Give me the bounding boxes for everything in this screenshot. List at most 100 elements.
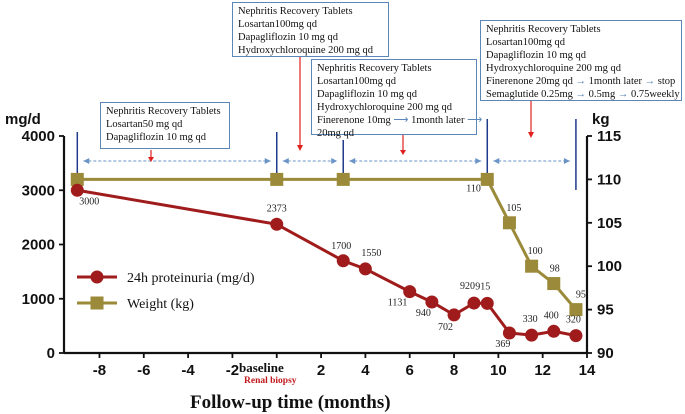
box3-line3: Hydroxychloroquine 200 mg qd <box>317 102 453 113</box>
box4-line5: Semaglutide 0.25mg → 0.5mg → 0.75weekly <box>486 88 680 101</box>
timeline-arrowhead-right <box>475 158 482 164</box>
weight-marker <box>336 172 350 186</box>
timeline-arrowhead-right <box>563 158 570 164</box>
legend-proteinuria-label: 24h proteinuria (mg/d) <box>127 271 255 286</box>
x-tick-label: -2 <box>226 362 239 379</box>
y-left-tick-label: 3000 <box>22 182 55 199</box>
x-tick-label: 8 <box>450 362 458 379</box>
y-right-tick-label: 95 <box>597 302 614 319</box>
treatment-box-pre-baseline: Nephritis Recovery Tablets Losartan50 mg… <box>100 102 230 149</box>
weight-marker <box>270 172 284 186</box>
proteinuria-marker <box>480 296 494 310</box>
proteinuria-data-label: 320 <box>566 315 581 326</box>
box4-line4: Finerenone 20mg qd → 1month later → stop <box>486 75 676 88</box>
proteinuria-marker <box>70 183 84 197</box>
weight-data-label: 98 <box>550 264 560 275</box>
right-arrow-icon: → <box>644 76 656 87</box>
box4-line4b: 1month later <box>588 76 643 87</box>
proteinuria-marker <box>467 296 481 310</box>
timeline-arrowhead-right <box>331 158 338 164</box>
proteinuria-marker <box>547 324 561 338</box>
y-left-tick-label: 1000 <box>22 291 55 308</box>
box2-line3: Hydroxychloroquine 200 mg qd <box>238 45 374 56</box>
box4-line3: Hydroxychloroquine 200 mg qd <box>486 63 622 74</box>
proteinuria-data-label: 1550 <box>361 248 381 259</box>
timeline-arrowhead-left <box>349 158 356 164</box>
box4-line5b: 0.5mg <box>588 89 616 100</box>
right-arrow-icon: ⟶ <box>467 115 483 126</box>
box3-line2: Dapagliflozin 10 mg qd <box>317 89 418 100</box>
legend-weight-label: Weight (kg) <box>127 297 194 312</box>
treatment-box-month3: Nephritis Recovery Tablets Losartan100mg… <box>311 59 482 139</box>
right-arrow-icon: ⟶ <box>393 115 409 126</box>
legend-proteinuria-marker <box>90 270 104 284</box>
proteinuria-marker <box>403 285 417 299</box>
box4-line1: Losartan100mg qd <box>486 37 566 48</box>
legend-weight-marker <box>90 296 104 310</box>
y-left-tick-label: 4000 <box>22 128 55 145</box>
proteinuria-marker <box>358 262 372 276</box>
x-tick-label: 4 <box>361 362 370 379</box>
box2-title: Nephritis Recovery Tablets <box>238 6 353 17</box>
weight-data-label: 110 <box>466 183 481 194</box>
box4-line2: Dapagliflozin 10 mg qd <box>486 50 587 61</box>
proteinuria-marker <box>447 308 461 322</box>
timeline-arrowhead-right <box>264 158 271 164</box>
weight-data-label: 105 <box>506 203 521 214</box>
weight-data-label: 95 <box>576 290 586 301</box>
proteinuria-data-label: 400 <box>544 310 559 321</box>
box2-line1: Losartan100mg qd <box>238 19 318 30</box>
arrow-b4-head <box>528 132 534 138</box>
x-tick-label: 10 <box>490 362 507 379</box>
proteinuria-data-label: 2373 <box>267 203 287 214</box>
proteinuria-data-label: 915 <box>475 281 490 292</box>
box3-line4a: Finerenone 10mg <box>317 115 391 126</box>
y-right-tick-label: 110 <box>597 171 621 188</box>
box4-line4c: stop <box>657 76 676 87</box>
arrow-b2-head <box>297 145 303 151</box>
right-axis-unit: kg <box>592 111 610 128</box>
y-left-tick-label: 0 <box>47 345 55 362</box>
left-axis-unit: mg/d <box>5 111 41 128</box>
box3-line1: Losartan100mg qd <box>317 76 397 87</box>
proteinuria-marker <box>336 254 350 268</box>
y-right-tick-label: 100 <box>597 258 622 275</box>
proteinuria-data-label: 3000 <box>79 196 99 207</box>
weight-marker <box>502 216 516 230</box>
legend: 24h proteinuria (mg/d) Weight (kg) <box>77 270 255 312</box>
proteinuria-data-label: 330 <box>523 314 538 325</box>
annotation-arrows <box>148 56 534 162</box>
x-tick-label: 6 <box>406 362 414 379</box>
x-tick-label: 12 <box>534 362 551 379</box>
weight-marker <box>569 303 583 317</box>
proteinuria-marker <box>569 329 583 343</box>
arrow-b1-head <box>148 157 154 162</box>
renal-biopsy-note: Renal biopsy <box>244 376 297 386</box>
timeline-arrowhead-left <box>282 158 289 164</box>
proteinuria-data-label: 1131 <box>388 298 408 309</box>
y-right-tick-label: 90 <box>597 345 614 362</box>
x-tick-label: 2 <box>317 362 325 379</box>
weight-marker <box>525 259 539 273</box>
proteinuria-marker <box>502 326 516 340</box>
treatment-box-month10: Nephritis Recovery Tablets Losartan100mg… <box>480 20 682 101</box>
y-right-tick-label: 105 <box>597 215 622 232</box>
proteinuria-data-label: 369 <box>495 339 510 350</box>
right-arrow-icon: → <box>575 89 587 100</box>
weight-line <box>77 177 578 311</box>
proteinuria-data-label: 702 <box>438 322 453 333</box>
box1-line1: Losartan50 mg qd <box>106 119 183 130</box>
box3-title: Nephritis Recovery Tablets <box>317 63 432 74</box>
box4-line5c: 0.75weekly <box>630 89 680 100</box>
weight-marker <box>480 172 494 186</box>
proteinuria-data-label: 920 <box>460 281 475 292</box>
proteinuria-line <box>77 188 577 338</box>
weight-marker <box>547 277 561 291</box>
arrow-b3-head <box>400 150 406 155</box>
x-axis-title: Follow-up time (months) <box>190 392 391 413</box>
box3-line4b: 1month later <box>411 115 465 126</box>
x-tick-label: -4 <box>181 362 195 379</box>
y-left-tick-label: 2000 <box>22 237 55 254</box>
x-tick-label: -6 <box>137 362 150 379</box>
